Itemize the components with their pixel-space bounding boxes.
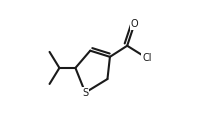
Text: Cl: Cl	[142, 53, 152, 63]
Text: S: S	[82, 88, 88, 98]
Text: O: O	[131, 19, 138, 29]
